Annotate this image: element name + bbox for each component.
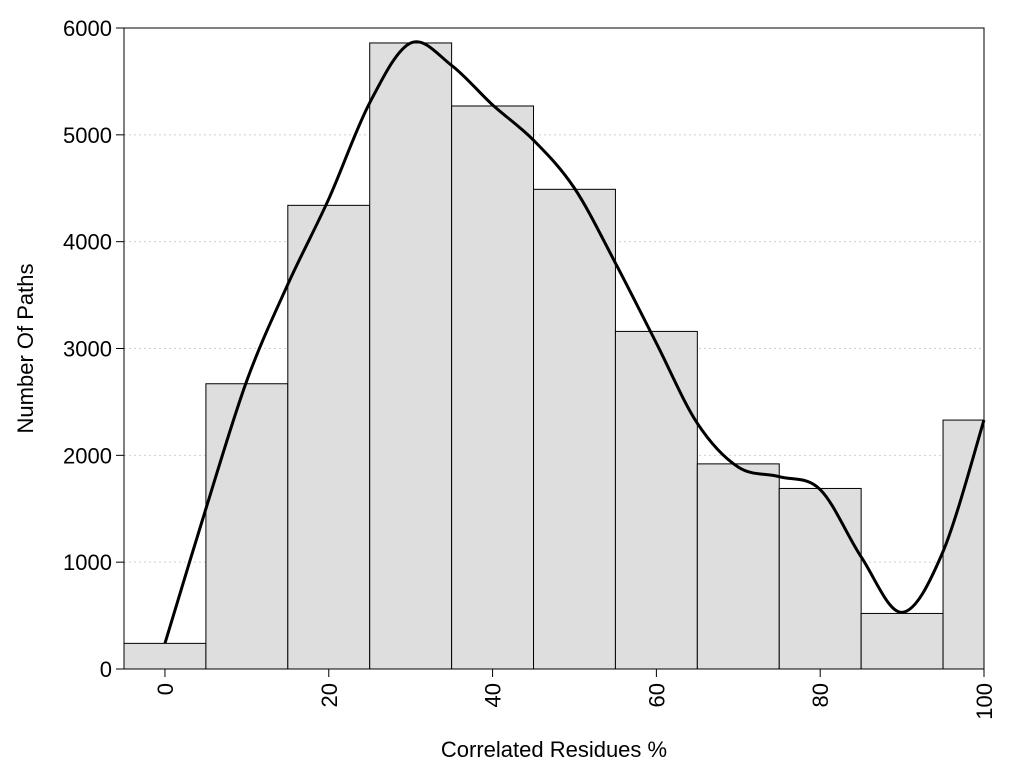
y-tick-label-6000: 6000: [63, 16, 112, 41]
bar-80: [778, 487, 862, 670]
y-tick-label-2000: 2000: [63, 443, 112, 468]
density-curve-line: [163, 40, 986, 644]
bar-0: [123, 642, 207, 670]
bar-50: [533, 188, 616, 670]
x-tick-label-100: 100: [972, 683, 997, 720]
bar-60: [614, 330, 698, 670]
x-tick-label-20: 20: [317, 683, 342, 707]
bar-30: [369, 42, 453, 670]
y-tick-label-4000: 4000: [63, 230, 112, 255]
x-tick-label-40: 40: [481, 683, 506, 707]
y-tick-label-0: 0: [100, 657, 112, 682]
y-tick-label-5000: 5000: [63, 123, 112, 148]
density-curve: [163, 40, 986, 644]
x-axis-ticks: 0 20 40 60 80 100: [153, 669, 997, 720]
y-tick-label-3000: 3000: [63, 337, 112, 362]
histogram-bars: [123, 42, 985, 670]
y-axis-title: Number Of Paths: [13, 264, 38, 434]
x-axis-title: Correlated Residues %: [441, 737, 667, 762]
bar-90: [860, 612, 944, 670]
bar-20: [287, 204, 371, 670]
bar-70: [696, 463, 780, 670]
y-tick-label-1000: 1000: [63, 550, 112, 575]
x-tick-label-80: 80: [808, 683, 833, 707]
bar-10: [205, 383, 289, 670]
x-tick-label-60: 60: [644, 683, 669, 707]
y-axis-ticks: 0 1000 2000 3000 4000 5000 6000: [63, 16, 124, 682]
x-tick-label-0: 0: [153, 683, 178, 695]
bar-100: [942, 419, 985, 670]
bar-40: [451, 105, 535, 670]
